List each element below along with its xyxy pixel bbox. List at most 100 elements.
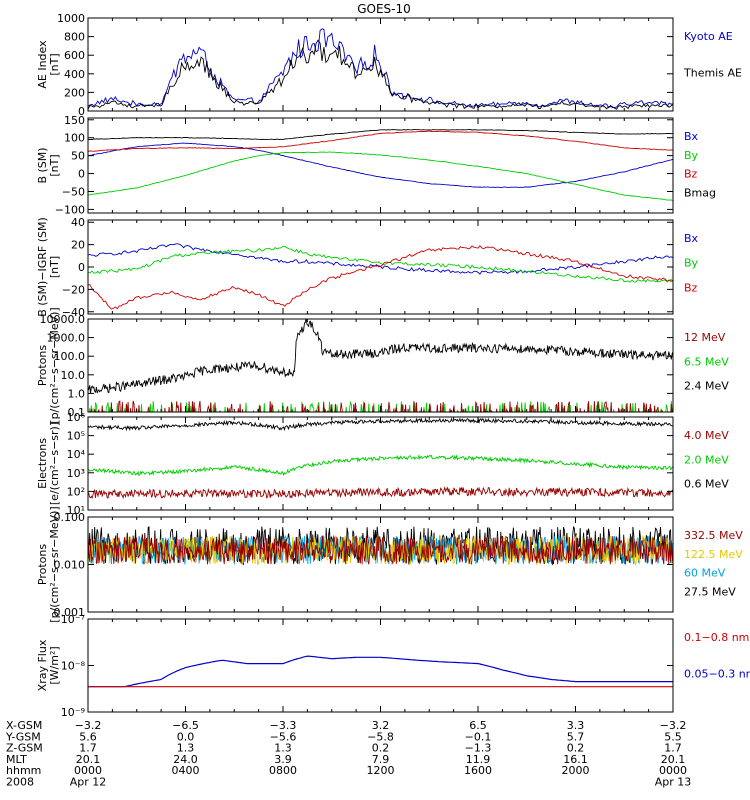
y-tick-label: 40 [71,216,85,229]
y-tick-label: 100 [64,132,85,145]
y-tick-label: 10² [67,485,85,498]
legend-entry: Themis AE [683,67,742,80]
legend-entry: Bx [684,232,699,245]
footer-value: 1.7 [79,742,97,755]
footer-value: −0.1 [465,730,492,743]
series-protons_high-60-mev [88,534,673,565]
y-tick-label: 10⁶ [67,411,86,424]
panel-electrons: 10⁶ 10⁵ 10⁴ 10³ 10² 10¹ Electrons [e/(cm²−s−sr)… [36,411,729,517]
y-tick-label: 0 [78,168,85,181]
panel-bigrf: 40 20 0 −20 −40 B (SM)−IGRF (SM) [nT] Bx By Bz [36,216,699,319]
y-tick-label: 150 [64,114,85,127]
series-electrons-4-0-mev [88,485,673,500]
y-tick-label: 0.100 [54,511,86,524]
footer-value: −3.2 [660,719,687,732]
panel-bsm: 150 100 50 0 −50 −100 B (SM) [nT] Bx By Bz Bmag [36,114,716,217]
legend-entry: 4.0 MeV [684,429,729,442]
footer-value: 0800 [269,764,297,777]
y-tick-label: 0.010 [54,559,86,572]
plot-title: GOES-10 [357,2,411,16]
footer-value: 0.2 [567,742,585,755]
footer-value: Apr 12 [70,776,107,789]
y-tick-label: −100 [55,203,85,216]
legend-entry: 0.05−0.3 nr [684,668,750,681]
y-axis-label: Protons [36,345,49,386]
y-tick-label: 400 [64,68,85,81]
legend-entry: By [684,149,699,162]
legend-entry: 332.5 MeV [684,529,743,542]
footer-value: −5.6 [270,730,297,743]
legend-entry: 60 MeV [684,567,726,580]
footer-value: 0000 [659,764,687,777]
footer-row-label: Y-GSM [5,730,41,743]
legend-entry: Bz [684,168,698,181]
panel-frame [87,17,674,112]
legend-entry: Bx [684,130,699,143]
footer-row-label: MLT [6,753,27,766]
y-tick-label: −20 [62,283,85,296]
footer-value: 16.1 [563,753,588,766]
y-tick-label: 0.1 [68,406,86,419]
legend-entry: 122.5 MeV [684,548,743,561]
legend-entry: 6.5 MeV [684,355,729,368]
footer-value: 1200 [367,764,395,777]
panel-frame [87,318,674,413]
footer-value: 20.1 [661,753,686,766]
legend-entry: 2.0 MeV [684,453,729,466]
y-axis-label: AE Index [36,40,49,89]
footer-value: 5.7 [567,730,585,743]
footer-value: 6.5 [469,719,487,732]
y-tick-label: 10⁴ [67,448,86,461]
y-tick-label: 1.0 [68,387,86,400]
footer-value: 0400 [172,764,200,777]
footer-value: −3.2 [75,719,102,732]
y-tick-label: 0 [78,261,85,274]
footer-value: 0.2 [372,742,390,755]
y-tick-label: 0.001 [54,606,86,619]
legend-entry: 2.4 MeV [684,380,729,393]
footer-value: −6.5 [172,719,199,732]
footer-row-label: Z-GSM [6,742,43,755]
y-tick-label: 10³ [67,467,85,480]
series-bigrf-by [88,245,673,283]
y-tick-label: 10000.0 [40,313,86,326]
y-tick-label: 1000 [57,12,85,25]
legend-entry: 27.5 MeV [684,585,736,598]
series-xray-0-05-0-3-nr [88,655,673,688]
panel-protons_high: 0.100 0.010 0.001 Protons [p/(cm²−s−sr−MeV)]… [36,506,743,622]
footer-value: 5.5 [664,730,682,743]
footer-value: 1.3 [177,742,195,755]
y-tick-label: 800 [64,31,85,44]
footer-value: 2000 [562,764,590,777]
footer-value: 1.7 [664,742,682,755]
y-tick-label: 10⁻⁷ [61,613,85,626]
y-axis-label: [nT] [48,154,61,176]
series-electrons-2-0-mev [88,453,673,477]
series-bigrf-bz [88,244,673,310]
y-tick-label: 1000.0 [47,332,86,345]
y-axis-label: [p/(cm²−s−sr−MeV)] [48,506,61,622]
footer-row-label: X-GSM [6,719,42,732]
panel-frame [87,516,674,613]
footer-value: Apr 13 [655,776,692,789]
footer-value: 5.6 [79,730,97,743]
y-axis-label: B (SM)−IGRF (SM) [36,217,49,317]
y-axis-label: [W/m²] [48,646,61,684]
y-tick-label: 10¹ [67,504,85,517]
footer-value: 24.0 [173,753,198,766]
footer-value: 0.0 [177,730,195,743]
footer-value: 11.9 [466,753,491,766]
footer-value: 7.9 [372,753,390,766]
footer-value: −5.8 [367,730,394,743]
y-tick-label: 10⁵ [67,430,85,443]
legend-entry: Bz [684,281,698,294]
series-bsm-bz [88,130,673,152]
ephemeris-footer: X-GSM −3.2 −6.5 −3.3 3.2 6.5 3.3 −3.2 Y-GSM 5.6 0.… [5,719,691,789]
y-tick-label: 600 [64,49,85,62]
series-bigrf-bx [88,243,673,275]
legend-entry: 0.6 MeV [684,478,729,491]
series-ae-themis-ae [88,39,673,110]
legend-entry: By [684,257,699,270]
